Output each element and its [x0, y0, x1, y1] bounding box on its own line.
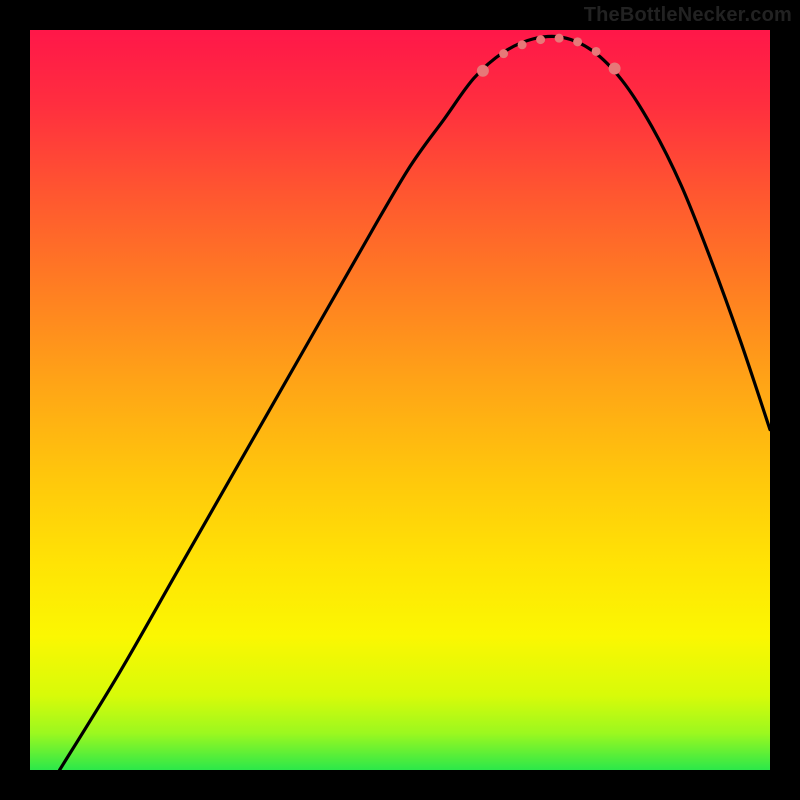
chart-frame	[30, 30, 770, 770]
marker-dot	[555, 34, 564, 43]
marker-dot	[518, 40, 527, 49]
chart-container: TheBottleNecker.com	[0, 0, 800, 800]
marker-dot	[477, 65, 489, 77]
marker-dot	[499, 49, 508, 58]
marker-dot	[592, 47, 601, 56]
marker-dot	[573, 37, 582, 46]
chart-curve-layer	[30, 30, 770, 770]
bottleneck-curve	[60, 36, 770, 770]
watermark-text: TheBottleNecker.com	[584, 4, 792, 27]
marker-dot	[609, 62, 621, 74]
marker-dot	[536, 35, 545, 44]
